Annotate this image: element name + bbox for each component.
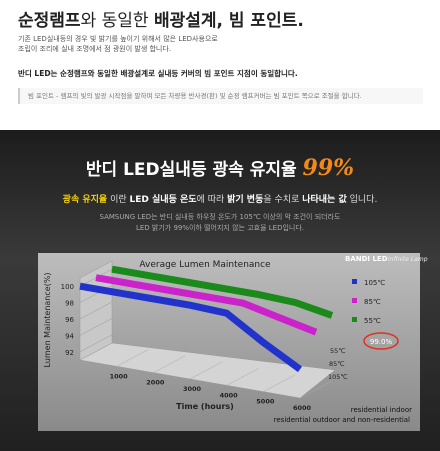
x-tick xyxy=(226,368,259,386)
logo: BANDI LED xyxy=(345,255,388,263)
desc-part: 에 따라 xyxy=(196,195,228,205)
x-tick-label: 4000 xyxy=(220,391,239,399)
grid-line xyxy=(79,301,113,320)
desc-part: LED 실내등 온도 xyxy=(129,195,197,205)
footer-label: residential indoor xyxy=(351,406,412,414)
series-line xyxy=(95,274,318,336)
grid-line xyxy=(79,334,113,353)
footer-label: residential outdoor and non-residential xyxy=(274,416,410,424)
depth-label: 55℃ xyxy=(330,347,346,355)
legend-label: 85℃ xyxy=(364,298,381,306)
chart-title: Average Lumen Maintenance xyxy=(139,260,271,270)
legend-swatch xyxy=(352,279,357,284)
x-tick-label: 2000 xyxy=(146,379,165,387)
x-tick-label: 3000 xyxy=(183,385,202,393)
legend-swatch xyxy=(352,298,357,303)
desc-line: LED 밝기가 99%이하 떨어지지 않는 고효율 LED입니다. xyxy=(135,224,305,232)
heading: 반디 LED실내등 광속 유지율 99% xyxy=(0,155,440,181)
legend-label: 105℃ xyxy=(364,279,385,287)
x-axis-label: Time (hours) xyxy=(176,402,234,411)
y-tick-label: 94 xyxy=(65,332,74,340)
x-tick xyxy=(153,355,186,373)
x-tick-label: 1000 xyxy=(110,372,129,380)
desc: 광속 유지율 이란 LED 실내등 온도에 따라 밝기 변동을 수치로 나타내는… xyxy=(0,192,440,205)
x-tick-label: 6000 xyxy=(293,404,312,412)
desc-line: SAMSUNG LED는 반디 실내등 하우징 온도가 105℃ 이상의 악 조… xyxy=(99,213,341,221)
y-tick-label: 100 xyxy=(61,283,74,291)
x-tick xyxy=(263,374,296,392)
x-tick-label: 5000 xyxy=(256,398,275,406)
title: 순정램프와 동일한 배광설계, 빔 포인트. xyxy=(18,6,304,31)
y-tick-label: 92 xyxy=(65,349,74,357)
desc-part: 을 수치로 xyxy=(263,195,303,205)
depth-label: 85℃ xyxy=(329,360,345,368)
desc-part: 이란 xyxy=(107,195,130,205)
intro: 순정램프와 동일한 배광설계, 빔 포인트. 기존 LED실내등의 경우 빛 밝… xyxy=(0,0,440,135)
desc-part: 밝기 변동 xyxy=(227,195,264,205)
desc-part: 나타내는 값 xyxy=(302,195,347,205)
highlight: 반디 LED는 순정램프와 동일한 배광설계로 실내등 커버의 빔 포인트 지점… xyxy=(18,69,298,78)
title-part: 순정램프 xyxy=(18,11,81,31)
legend-label: 55℃ xyxy=(364,317,381,325)
logo-sub: Infinite Lamp xyxy=(388,256,428,263)
series-line xyxy=(79,282,303,373)
text-line: 조립이 조리에 실내 조명에서 점 광원이 발생 합니다. xyxy=(18,45,172,53)
x-tick xyxy=(116,349,149,367)
desc-part: 입니다. xyxy=(346,195,378,205)
y-tick-label: 98 xyxy=(65,300,74,308)
heading-text: 반디 LED실내등 광속 유지율 xyxy=(85,160,297,180)
annotation: 99.0% xyxy=(370,338,393,346)
note: 빔 포인트 - 램프의 빛의 발광 시작점을 말하며 모든 차량용 반사경(판)… xyxy=(18,88,423,104)
grid-line xyxy=(79,318,113,336)
heading-value: 99% xyxy=(302,155,355,181)
desc-part: 광속 유지율 xyxy=(62,195,108,205)
x-tick xyxy=(299,380,333,399)
y-axis-label: Lumen Maintenance(%) xyxy=(43,272,52,367)
annotation-circle xyxy=(363,332,399,350)
title-part: 와 동일한 xyxy=(80,11,154,31)
x-tick xyxy=(189,361,223,380)
title-part: 배광설계, 빔 포인트. xyxy=(153,11,304,31)
text-line: 기존 LED실내등의 경우 빛 밝기를 높이기 위해서 많은 LED사용으로 xyxy=(18,35,218,43)
depth-label: 105℃ xyxy=(328,373,348,381)
series-line xyxy=(111,265,334,319)
y-tick-label: 96 xyxy=(65,316,74,324)
legend-swatch xyxy=(352,317,357,322)
